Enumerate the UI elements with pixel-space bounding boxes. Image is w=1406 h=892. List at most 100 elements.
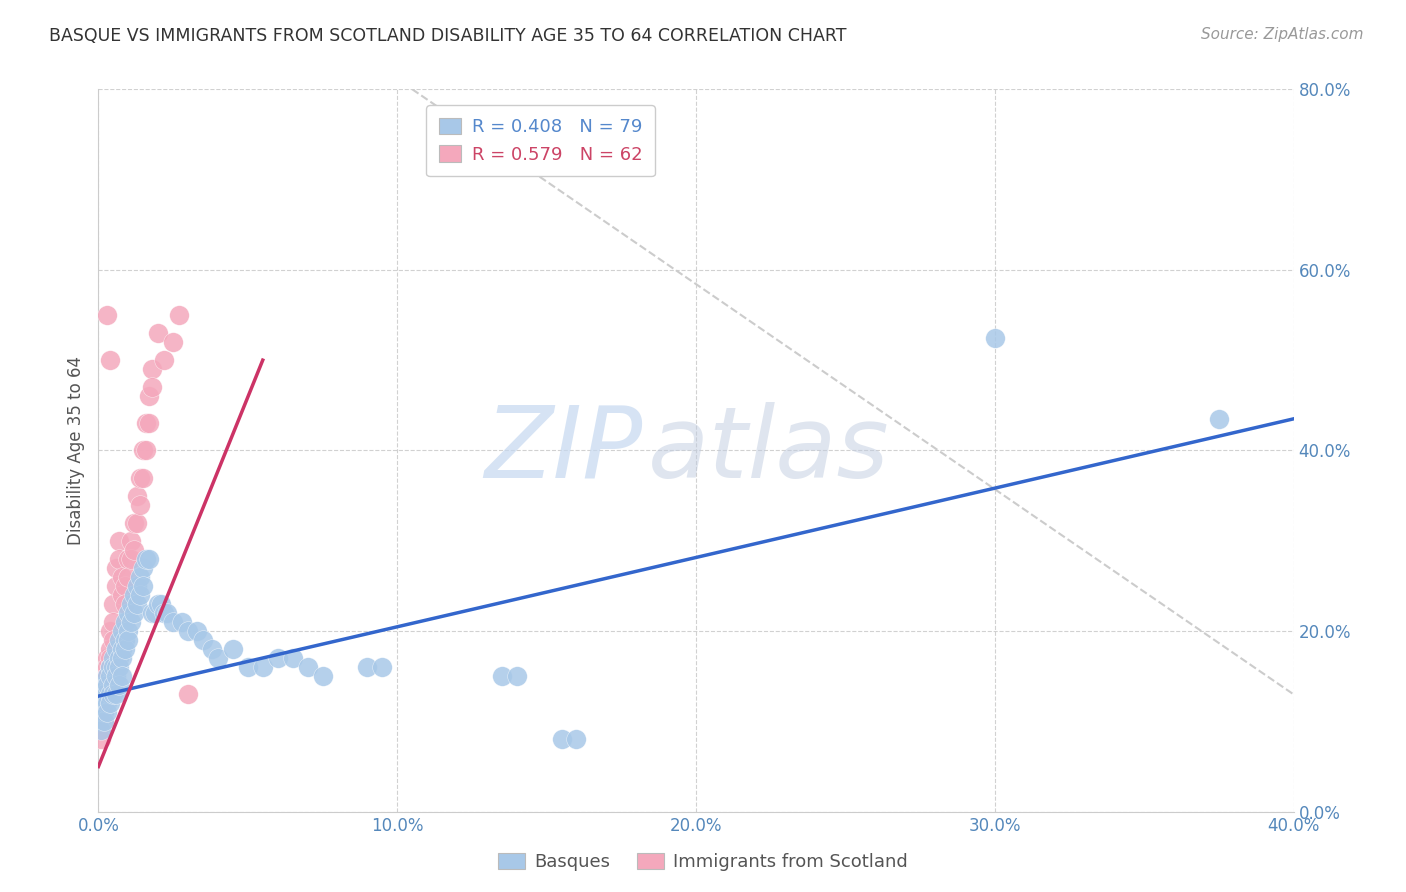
Point (96, 678, 118, 692)
Point (236, 660, 259, 674)
Point (114, 597, 136, 611)
Point (156, 606, 179, 620)
Point (267, 651, 290, 665)
Point (150, 597, 173, 611)
Point (93, 697, 115, 711)
Point (108, 651, 131, 665)
Point (96, 308, 118, 322)
Point (222, 642, 245, 657)
Point (565, 732, 588, 747)
Legend: R = 0.408   N = 79, R = 0.579   N = 62: R = 0.408 N = 79, R = 0.579 N = 62 (426, 105, 655, 177)
Point (105, 579, 128, 593)
Point (111, 642, 134, 657)
Point (177, 687, 200, 701)
Point (103, 597, 125, 611)
Point (124, 542, 146, 557)
Point (114, 579, 136, 593)
Point (356, 660, 378, 674)
Point (201, 642, 224, 657)
Point (114, 615, 136, 629)
Point (129, 470, 152, 484)
Point (93, 714, 115, 729)
Point (311, 669, 333, 683)
Point (90, 714, 112, 729)
Point (114, 633, 136, 648)
Point (90, 687, 112, 701)
Point (90, 714, 112, 729)
Point (93, 687, 115, 701)
Point (98, 660, 122, 674)
Point (135, 551, 157, 566)
Point (111, 651, 134, 665)
Point (111, 669, 134, 683)
Text: Source: ZipAtlas.com: Source: ZipAtlas.com (1201, 27, 1364, 42)
Point (114, 642, 136, 657)
Point (127, 489, 149, 503)
Point (98, 353, 122, 368)
Point (108, 633, 131, 648)
Point (120, 551, 142, 566)
Point (281, 651, 304, 665)
Point (117, 551, 139, 566)
Point (103, 678, 125, 692)
Point (105, 561, 128, 575)
Point (127, 516, 149, 530)
Point (96, 669, 118, 683)
Point (132, 561, 155, 575)
Point (105, 642, 128, 657)
Point (90, 706, 112, 720)
Point (96, 669, 118, 683)
Point (93, 678, 115, 692)
Point (167, 308, 190, 322)
Point (135, 443, 157, 458)
Point (148, 326, 170, 340)
Point (162, 615, 184, 629)
Point (90, 723, 112, 738)
Point (129, 570, 152, 584)
Point (105, 669, 128, 683)
Point (177, 624, 200, 639)
Point (93, 687, 115, 701)
Point (371, 660, 394, 674)
Point (120, 615, 142, 629)
Point (141, 380, 163, 394)
Point (252, 660, 274, 674)
Point (117, 570, 139, 584)
Point (103, 615, 125, 629)
Point (103, 687, 125, 701)
Point (98, 642, 122, 657)
Point (153, 606, 176, 620)
Point (120, 597, 142, 611)
Point (96, 697, 118, 711)
Point (1208, 412, 1230, 426)
Text: atlas: atlas (648, 402, 890, 499)
Point (124, 606, 146, 620)
Point (127, 579, 149, 593)
Point (191, 633, 214, 648)
Point (98, 687, 122, 701)
Point (96, 651, 118, 665)
Point (98, 660, 122, 674)
Point (506, 669, 529, 683)
Point (186, 624, 208, 639)
Point (98, 697, 122, 711)
Point (984, 330, 1007, 344)
Point (96, 678, 118, 692)
Point (103, 651, 125, 665)
Point (93, 706, 115, 720)
Point (162, 334, 184, 349)
Point (120, 533, 142, 548)
Point (111, 570, 134, 584)
Point (153, 353, 176, 368)
Point (108, 533, 131, 548)
Point (103, 633, 125, 648)
Point (96, 706, 118, 720)
Point (90, 723, 112, 738)
Point (90, 687, 112, 701)
Text: ZIP: ZIP (484, 402, 643, 499)
Point (108, 551, 131, 566)
Y-axis label: Disability Age 35 to 64: Disability Age 35 to 64 (66, 356, 84, 545)
Legend: Basques, Immigrants from Scotland: Basques, Immigrants from Scotland (491, 846, 915, 879)
Point (138, 551, 160, 566)
Point (117, 633, 139, 648)
